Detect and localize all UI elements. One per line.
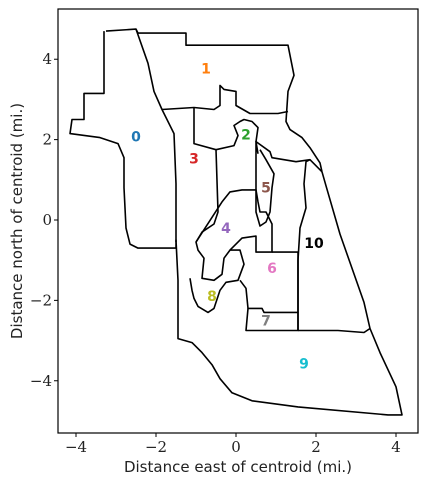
district-label-4: 4 <box>221 221 231 237</box>
district-label-6: 6 <box>267 261 277 277</box>
district-label-0: 0 <box>131 130 141 146</box>
district-labels: 0 1 2 3 4 5 6 7 8 9 10 <box>131 61 324 372</box>
x-tick-label-4: 4 <box>391 438 401 456</box>
x-tick-label-3: 2 <box>311 438 321 456</box>
district-label-9: 9 <box>299 357 309 373</box>
boundary-line-6 <box>255 140 275 227</box>
boundary-line-5 <box>195 189 273 253</box>
district-label-5: 5 <box>261 181 271 197</box>
x-tick-label-1: −2 <box>145 438 167 456</box>
x-axis-ticks: −4 −2 0 2 4 <box>65 433 401 456</box>
district-label-7: 7 <box>261 313 271 329</box>
x-tick-label-2: 0 <box>231 438 241 456</box>
y-tick-label-1: −2 <box>30 291 52 309</box>
y-tick-label-3: 2 <box>42 131 52 149</box>
boundary-line-1 <box>135 28 177 243</box>
district-label-1: 1 <box>201 61 211 77</box>
y-tick-label-4: 4 <box>42 50 52 68</box>
boundary-line-8 <box>245 158 311 332</box>
x-tick-label-0: −4 <box>65 438 87 456</box>
district-label-8: 8 <box>207 289 217 305</box>
y-axis-ticks: −4 −2 0 2 4 <box>30 50 58 390</box>
y-tick-label-0: −4 <box>30 372 52 390</box>
boundary-line-0 <box>69 28 403 416</box>
district-label-10: 10 <box>304 236 324 252</box>
x-axis-title: Distance east of centroid (mi.) <box>124 458 352 476</box>
plot-frame <box>57 8 419 434</box>
boundary-line-2 <box>161 84 289 115</box>
y-tick-label-2: 0 <box>42 211 52 229</box>
district-label-2: 2 <box>241 128 251 144</box>
boundary-line-9 <box>298 327 371 334</box>
boundary-line-4 <box>215 118 323 173</box>
y-axis-title: Distance north of centroid (mi.) <box>8 103 26 339</box>
district-boundaries <box>69 28 403 416</box>
district-label-3: 3 <box>189 152 199 168</box>
boundary-line-3 <box>189 107 245 314</box>
